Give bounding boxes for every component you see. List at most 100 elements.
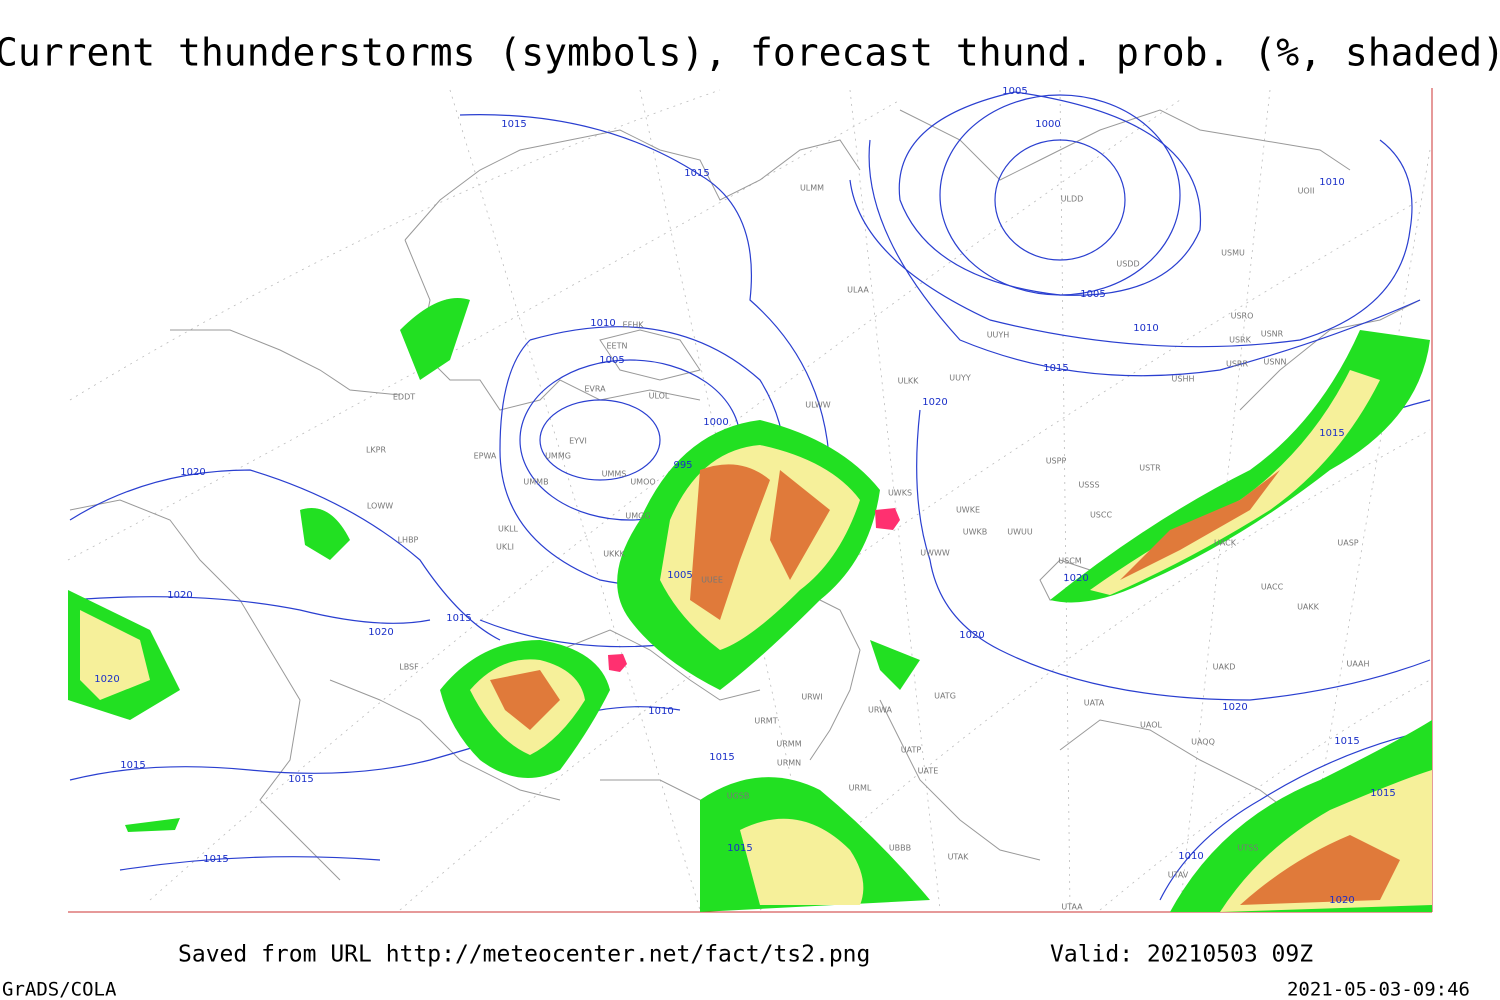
station-label: UWWW <box>920 549 950 558</box>
isobar-label: 1015 <box>1370 788 1395 799</box>
station-label: ULKK <box>898 377 920 386</box>
map-labels: 1015 1015 1005 1000 1010 1005 1010 1015 1010 1005… <box>94 86 1395 912</box>
timestamp: 2021-05-03-09:46 <box>1287 979 1470 1000</box>
software: GrADS/COLA <box>2 979 117 1000</box>
station-label: UTAK <box>948 853 970 862</box>
valid-time: Valid: 20210503 09Z <box>1050 942 1313 968</box>
station-label: USRO <box>1231 312 1254 321</box>
station-label: EDDT <box>393 393 415 402</box>
isobar-label: 1010 <box>1178 851 1203 862</box>
isobar-label: 1015 <box>288 774 313 785</box>
station-label: EYVI <box>569 437 587 446</box>
station-label: UKLI <box>496 543 514 552</box>
station-label: UTSS <box>1238 844 1259 853</box>
station-label: UWUU <box>1007 528 1033 537</box>
station-label: LBSF <box>399 663 419 672</box>
station-label: USNN <box>1264 358 1287 367</box>
isobar-label: 1020 <box>94 674 119 685</box>
isobar-label: 1005 <box>667 570 692 581</box>
isobar-label: 1020 <box>922 397 947 408</box>
station-label: URML <box>849 784 872 793</box>
isobar-label: 1015 <box>120 760 145 771</box>
station-label: UUYY <box>949 374 971 383</box>
isobar-label: 1015 <box>727 843 752 854</box>
map <box>67 88 1433 913</box>
isobar-label: 1015 <box>501 119 526 130</box>
station-label: URWA <box>868 706 893 715</box>
station-label: UAKK <box>1297 603 1320 612</box>
station-label: UMMS <box>602 470 627 479</box>
isobar-label: 1020 <box>1063 573 1088 584</box>
isobar-label: 995 <box>673 460 692 471</box>
station-label: UWKS <box>888 489 912 498</box>
station-label: UACK <box>1214 539 1237 548</box>
isobar-label: 1010 <box>1319 177 1344 188</box>
station-label: EFHK <box>623 321 645 330</box>
station-label: ULAA <box>847 286 869 295</box>
station-label: LHBP <box>398 536 419 545</box>
isobar-label: 1010 <box>590 318 615 329</box>
station-label: UATE <box>918 767 939 776</box>
isobar-label: 1000 <box>1035 119 1060 130</box>
station-label: UMOO <box>630 478 655 487</box>
station-label: USDD <box>1116 260 1139 269</box>
station-label: UMGG <box>625 512 650 521</box>
isobar-label: 1015 <box>446 613 471 624</box>
title: Current thunderstorms (symbols), forecas… <box>0 31 1500 75</box>
isobar-label: 1015 <box>709 752 734 763</box>
station-label: UWKE <box>956 506 980 515</box>
station-label: EPWA <box>474 452 497 461</box>
station-label: UTAA <box>1061 903 1083 912</box>
station-label: UATG <box>934 692 956 701</box>
station-label: URWI <box>801 693 822 702</box>
station-label: UAKD <box>1213 663 1236 672</box>
station-label: UGSB <box>727 792 750 801</box>
station-label: URMN <box>777 759 801 768</box>
station-label: ULOL <box>649 392 670 401</box>
thunderstorm-symbols <box>608 508 900 672</box>
station-label: UATP <box>901 746 922 755</box>
station-label: UMMB <box>523 478 548 487</box>
station-label: ULMM <box>800 184 824 193</box>
station-label: UKLL <box>498 525 519 534</box>
isobar-label: 1015 <box>684 168 709 179</box>
station-label: EETN <box>607 342 628 351</box>
station-label: USRK <box>1229 336 1251 345</box>
station-label: LOWW <box>367 502 393 511</box>
isobar-label: 1005 <box>1002 86 1027 97</box>
station-label: LKPR <box>366 446 387 455</box>
source-url: Saved from URL http://meteocenter.net/fa… <box>178 942 870 968</box>
station-label: UAOL <box>1140 721 1162 730</box>
station-label: ULDD <box>1061 195 1084 204</box>
station-label: USHH <box>1172 375 1195 384</box>
station-label: USCC <box>1090 511 1113 520</box>
isobar-label: 1015 <box>1043 363 1068 374</box>
isobar-label: 1010 <box>1133 323 1158 334</box>
station-label: USRR <box>1226 360 1248 369</box>
isobar-label: 1010 <box>648 706 673 717</box>
station-label: URMM <box>776 740 801 749</box>
station-label: USNR <box>1261 330 1284 339</box>
station-label: UBBB <box>889 844 911 853</box>
station-label: UKKK <box>603 550 625 559</box>
isobar-label: 1020 <box>959 630 984 641</box>
station-label: UACC <box>1261 583 1284 592</box>
station-label: USPP <box>1046 457 1067 466</box>
station-label: UTAV <box>1168 871 1189 880</box>
thunderstorm-probability <box>68 298 1432 912</box>
station-label: UWKB <box>963 528 988 537</box>
station-label: UUYH <box>987 331 1010 340</box>
station-label: UMMG <box>545 452 571 461</box>
isobar-label: 1020 <box>1222 702 1247 713</box>
station-label: UUEE <box>701 576 723 585</box>
station-label: USCM <box>1058 557 1082 566</box>
station-label: UAAH <box>1346 660 1369 669</box>
isobar-label: 1000 <box>703 417 728 428</box>
isobar-label: 1020 <box>167 590 192 601</box>
isobar-label: 1020 <box>368 627 393 638</box>
station-label: URMT <box>754 717 777 726</box>
station-label: USSS <box>1078 481 1099 490</box>
station-label: UOII <box>1298 187 1315 196</box>
station-label: UAQQ <box>1191 738 1215 747</box>
